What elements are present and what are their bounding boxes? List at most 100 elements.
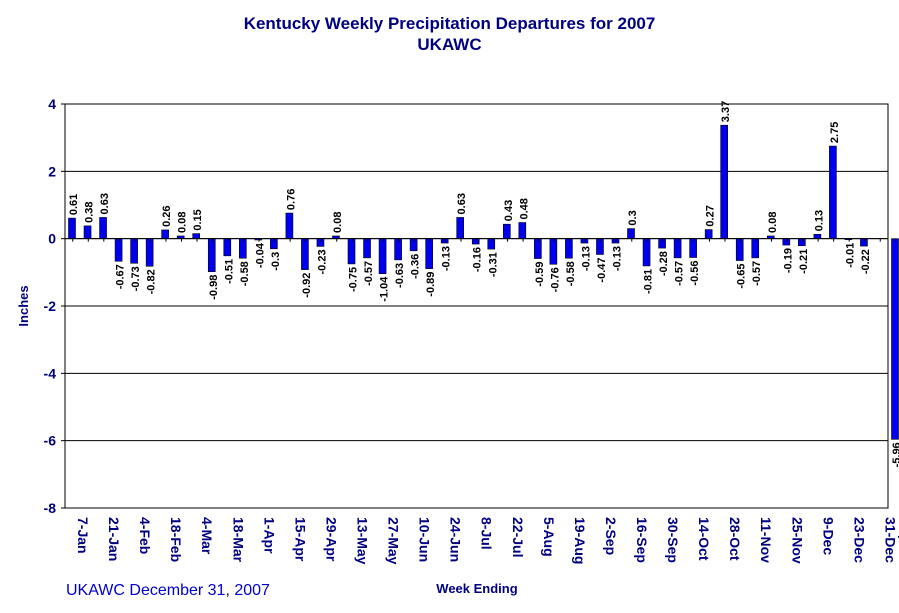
bar — [596, 238, 604, 255]
bar — [425, 238, 433, 269]
data-label: 0.38 — [84, 201, 96, 222]
x-tick-label: 28-Oct — [727, 517, 743, 561]
x-tick-label: 29-Apr — [323, 517, 339, 562]
data-label: 3.37 — [720, 101, 732, 122]
data-label: -0.58 — [565, 261, 577, 286]
data-label: -0.23 — [316, 249, 328, 274]
data-label: -0.36 — [410, 254, 422, 279]
bar — [363, 238, 371, 259]
data-label: -0.73 — [130, 266, 142, 291]
bar — [99, 217, 107, 239]
bar — [704, 229, 713, 239]
y-axis-label: Inches — [16, 285, 31, 326]
bar — [860, 238, 868, 247]
x-tick-label: 9-Dec — [820, 517, 836, 555]
x-tick-label: 19-Aug — [572, 517, 588, 564]
data-label: -0.13 — [611, 246, 623, 271]
data-label: 0.27 — [705, 205, 717, 226]
data-label: -0.31 — [487, 252, 499, 277]
x-tick-label: 2-Sep — [603, 517, 619, 555]
x-tick-label: 13-May — [355, 517, 371, 565]
bar — [114, 238, 123, 262]
x-tick-label: 4-Feb — [137, 517, 153, 554]
bar — [440, 238, 449, 244]
data-label: -0.13 — [580, 246, 592, 271]
data-label: -0.51 — [223, 259, 235, 284]
bar — [83, 225, 92, 239]
bar — [534, 238, 542, 259]
bar — [518, 222, 527, 239]
data-label: 0.08 — [332, 212, 344, 233]
bar — [813, 233, 822, 239]
data-label: 0.43 — [503, 200, 515, 221]
data-label: -0.01 — [844, 243, 856, 268]
x-tick-label: 4-Mar — [199, 517, 215, 555]
bar — [673, 238, 682, 259]
bar — [798, 238, 806, 247]
data-label: -0.28 — [658, 251, 670, 276]
x-tick-label: 7-Jan — [75, 517, 91, 554]
data-label: -0.76 — [549, 267, 561, 292]
data-label: -0.81 — [643, 269, 655, 294]
data-label: 0.26 — [161, 205, 173, 226]
data-label: 0.63 — [99, 193, 111, 214]
bars — [68, 124, 899, 440]
data-label: 0.48 — [518, 198, 530, 219]
x-tick-label: 22-Jul — [510, 517, 526, 557]
bar — [751, 238, 760, 259]
x-tick-label: 21-Jan — [106, 517, 122, 561]
data-label: -0.13 — [441, 246, 453, 271]
bar — [347, 238, 356, 265]
bar — [565, 238, 573, 259]
x-tick-label: 5-Aug — [541, 517, 557, 557]
data-label: 0.3 — [627, 210, 639, 225]
data-label: -5.96 — [891, 442, 899, 467]
bar — [378, 238, 387, 274]
data-label: -0.04 — [254, 242, 266, 268]
x-tick-label: 8-Jul — [479, 517, 495, 550]
bar — [68, 217, 76, 239]
data-label: -0.75 — [348, 267, 360, 292]
bar — [642, 238, 651, 267]
bar — [627, 228, 635, 239]
bar — [145, 238, 154, 267]
data-label: -0.58 — [239, 261, 251, 286]
y-tick-label: -4 — [44, 365, 57, 381]
x-tick-label: 24-Jun — [448, 517, 464, 562]
data-label: -0.57 — [751, 261, 763, 286]
bar — [549, 238, 558, 265]
x-tick-label: 15-Apr — [292, 517, 308, 562]
data-label: 0.61 — [68, 194, 80, 215]
data-label: 0.15 — [192, 209, 204, 230]
bar — [829, 145, 837, 239]
gridlines — [64, 103, 889, 509]
data-label: -0.57 — [363, 261, 375, 286]
chart-title: Kentucky Weekly Precipitation Departures… — [243, 14, 656, 33]
x-tick-label: 31-Dec — [882, 517, 898, 563]
data-label: 0.63 — [456, 193, 468, 214]
x-axis-label: Week Ending — [436, 581, 517, 596]
data-label: 0.08 — [177, 212, 189, 233]
data-label: 2.75 — [829, 122, 841, 143]
data-label: -0.22 — [860, 249, 872, 274]
bar — [502, 223, 511, 239]
x-tick-label: 16-Sep — [634, 517, 650, 563]
bar — [316, 238, 325, 247]
x-tick-label: 11-Nov — [758, 517, 774, 563]
data-label: -0.92 — [301, 273, 313, 298]
bar — [891, 238, 899, 440]
bar — [782, 238, 791, 246]
y-tick-label: 0 — [48, 231, 56, 247]
bar — [487, 238, 496, 250]
bar — [285, 212, 294, 239]
x-tick-label: 25-Nov — [789, 517, 805, 564]
bar — [394, 238, 402, 261]
y-tick-label: -8 — [44, 500, 57, 516]
data-label: -0.67 — [115, 264, 127, 289]
bar — [161, 229, 169, 239]
bar — [192, 233, 201, 239]
x-tick-label: 30-Sep — [665, 517, 681, 563]
bar — [239, 238, 247, 259]
y-tick-label: 2 — [48, 163, 56, 179]
